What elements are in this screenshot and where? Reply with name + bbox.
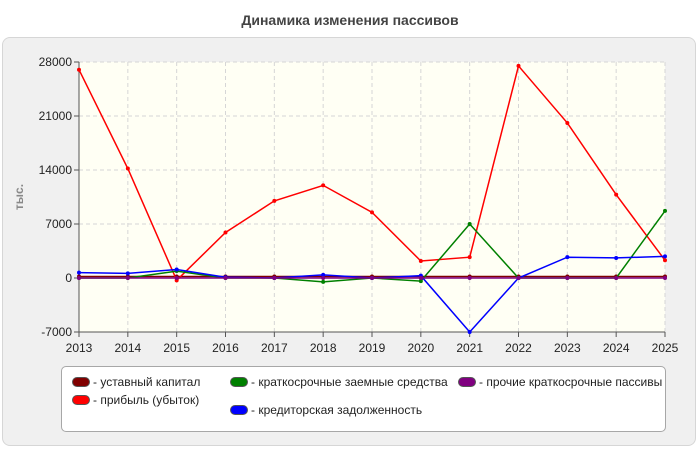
y-tick-label: 21000 [39, 109, 73, 123]
x-tick-label: 2018 [310, 341, 337, 355]
y-tick-label: 0 [65, 271, 72, 285]
data-point-1 [77, 67, 81, 72]
x-tick-label: 2016 [212, 341, 239, 355]
data-point-2 [467, 222, 472, 226]
data-point-3 [321, 272, 326, 277]
legend-label: - прибыль (убыток) [93, 393, 200, 407]
data-point-2 [663, 208, 667, 213]
legend-item: - краткосрочные заемные средства [230, 376, 451, 388]
legend-item: - уставный капитал [72, 376, 243, 388]
data-point-1 [272, 198, 277, 203]
data-point-4 [614, 276, 619, 280]
chart-title: Динамика изменения пассивов [241, 12, 459, 28]
x-tick-label: 2014 [114, 341, 141, 355]
y-tick-label: 14000 [39, 163, 73, 177]
x-tick-label: 2025 [652, 341, 679, 355]
legend-label: - краткосрочные заемные средства [251, 375, 448, 389]
chart-legend: - уставный капитал - прибыль (убыток) - кр… [61, 366, 666, 432]
y-tick-label: -7000 [41, 325, 72, 339]
legend-item: - кредиторская задолженность [230, 404, 471, 416]
x-tick-label: 2020 [407, 341, 434, 355]
legend-item: - прибыль (убыток) [72, 394, 243, 406]
data-point-4 [223, 276, 228, 280]
data-point-4 [272, 276, 277, 280]
x-tick-label: 2024 [603, 341, 630, 355]
data-point-1 [614, 192, 619, 197]
data-point-3 [77, 270, 81, 275]
x-tick-label: 2015 [163, 341, 190, 355]
data-point-4 [125, 276, 130, 280]
legend-item: - прочие краткосрочные пассивы [458, 376, 679, 388]
data-point-3 [174, 267, 179, 272]
legend-swatch [72, 377, 90, 387]
data-point-1 [663, 258, 667, 263]
x-tick-label: 2021 [456, 341, 483, 355]
data-point-4 [418, 276, 423, 280]
data-point-4 [174, 276, 179, 280]
data-point-4 [77, 276, 81, 280]
legend-label: - прочие краткосрочные пассивы [479, 375, 663, 389]
data-point-1 [321, 183, 326, 188]
x-tick-label: 2017 [261, 341, 288, 355]
legend-swatch [72, 395, 90, 405]
data-point-1 [125, 166, 130, 171]
data-point-3 [125, 271, 130, 276]
data-point-4 [370, 276, 374, 280]
x-tick-label: 2019 [359, 341, 386, 355]
data-point-4 [467, 276, 472, 280]
y-tick-label: 7000 [45, 217, 72, 231]
x-tick-label: 2022 [505, 341, 532, 355]
data-point-3 [467, 330, 472, 334]
data-point-3 [663, 254, 667, 259]
y-axis-label: тыс. [12, 184, 26, 210]
data-point-4 [565, 276, 570, 280]
data-point-1 [467, 255, 472, 260]
x-tick-label: 2013 [66, 341, 93, 355]
data-point-1 [418, 259, 423, 264]
data-point-3 [614, 255, 619, 260]
x-tick-label: 2023 [554, 341, 581, 355]
data-point-3 [565, 255, 570, 260]
data-point-1 [565, 120, 570, 125]
legend-label: - уставный капитал [93, 375, 201, 389]
data-point-1 [223, 230, 228, 235]
y-tick-label: 28000 [39, 55, 73, 69]
legend-swatch [230, 405, 248, 415]
data-point-1 [370, 210, 374, 215]
data-point-4 [663, 276, 667, 280]
data-point-2 [321, 279, 326, 284]
legend-swatch [458, 377, 476, 387]
legend-label: - кредиторская задолженность [251, 403, 423, 417]
legend-swatch [230, 377, 248, 387]
data-point-1 [516, 63, 521, 68]
data-point-4 [321, 276, 326, 280]
data-point-2 [418, 279, 423, 284]
data-point-4 [516, 276, 521, 280]
